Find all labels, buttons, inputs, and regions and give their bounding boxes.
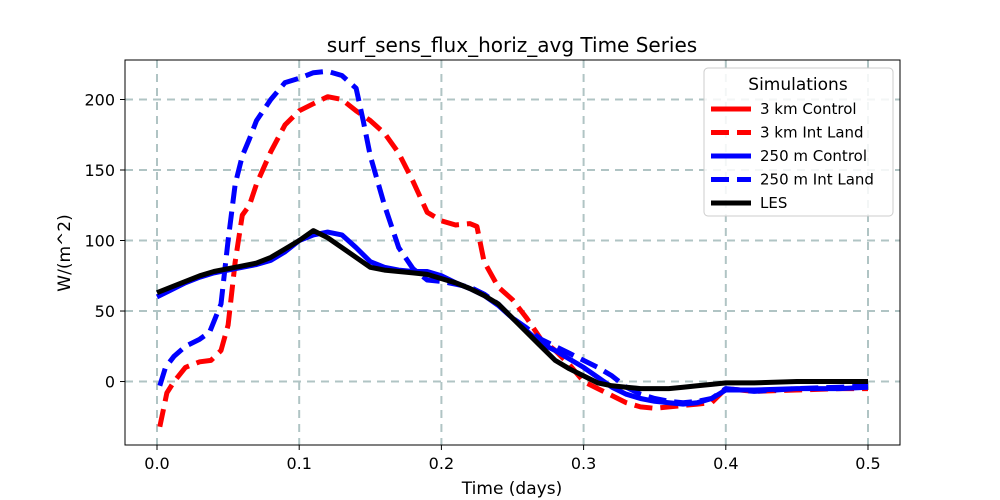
legend-label-0: 3 km Control [760, 100, 857, 118]
y-tick-label: 200 [84, 90, 115, 109]
x-tick-label: 0.2 [429, 454, 454, 473]
y-tick-label: 0 [105, 373, 115, 392]
x-tick-label: 0.3 [571, 454, 596, 473]
series-line-1 [157, 94, 868, 428]
x-ticks: 0.0 0.1 0.2 0.3 0.4 0.5 [144, 445, 881, 473]
x-tick-label: 0.5 [855, 454, 880, 473]
legend-label-3: 250 m Int Land [760, 171, 874, 189]
x-axis-label: Time (days) [461, 479, 562, 499]
chart-title: surf_sens_flux_horiz_avg Time Series [327, 33, 697, 57]
x-tick-label: 0.4 [713, 454, 738, 473]
legend-title: Simulations [748, 75, 848, 95]
legend-label-2: 250 m Control [760, 147, 867, 165]
x-tick-label: 0.0 [144, 454, 169, 473]
legend-label-1: 3 km Int Land [760, 124, 864, 142]
y-tick-label: 100 [84, 232, 115, 251]
y-tick-label: 150 [84, 161, 115, 180]
legend: Simulations 3 km Control 3 km Int Land 250… [703, 67, 894, 217]
legend-label-4: LES [760, 194, 787, 212]
x-tick-label: 0.1 [286, 454, 311, 473]
plot-frame [124, 59, 901, 446]
series-lines [155, 68, 869, 428]
legend-box [703, 67, 894, 217]
series-line-4 [156, 228, 868, 392]
y-tick-label: 50 [95, 302, 115, 321]
legend-items: 3 km Control 3 km Int Land 250 m Control 25… [711, 100, 874, 212]
y-axis-label: W/(m^2) [55, 214, 75, 291]
series-line-3 [157, 68, 869, 406]
y-ticks: 0 50 100 150 200 [84, 90, 125, 392]
